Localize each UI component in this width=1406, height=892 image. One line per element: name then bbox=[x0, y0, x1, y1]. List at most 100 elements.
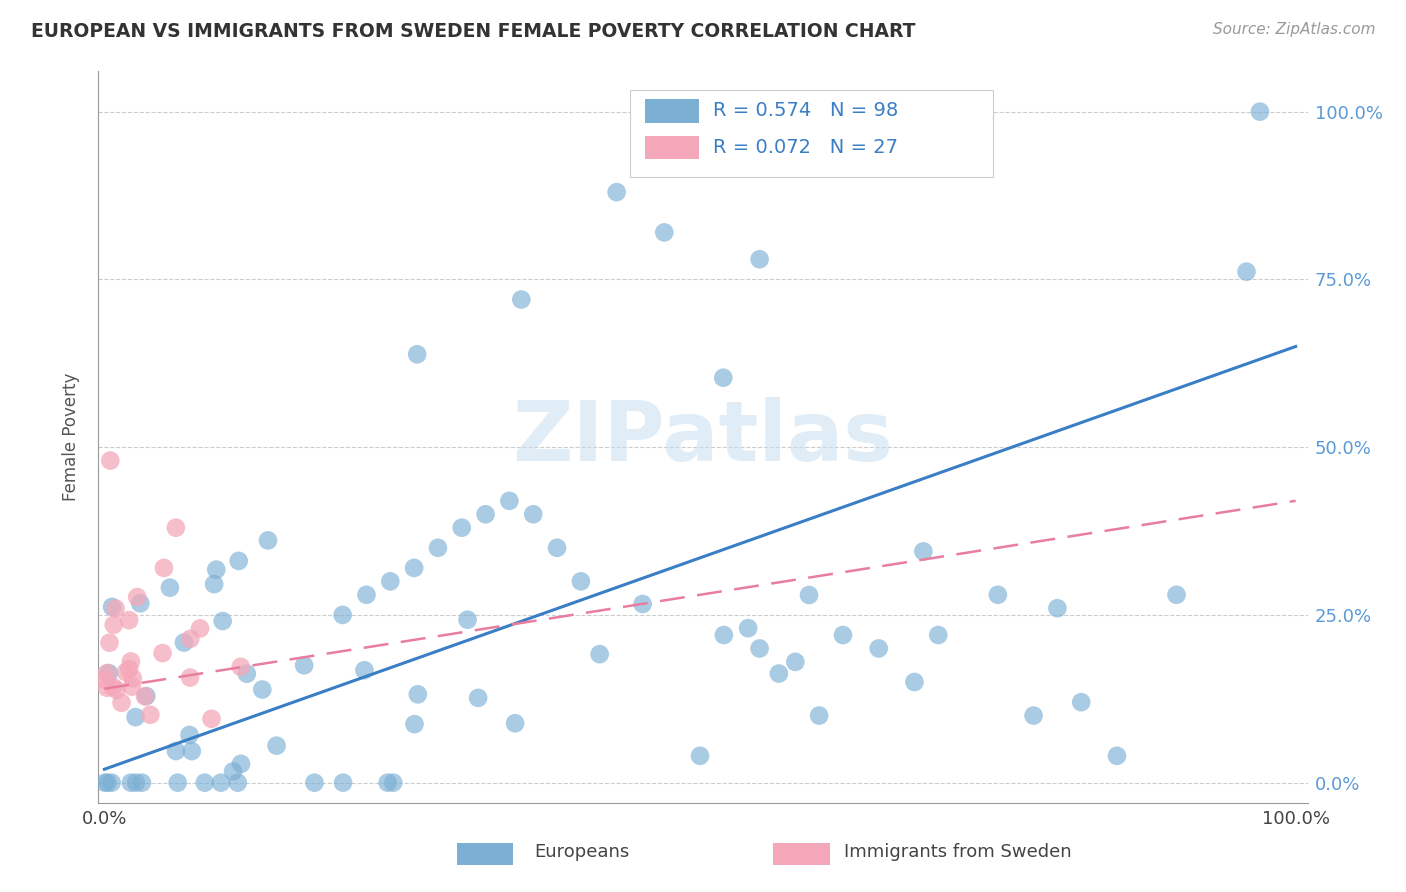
Point bbox=[1236, 265, 1258, 279]
Point bbox=[96, 681, 118, 695]
Point bbox=[808, 708, 831, 723]
Point bbox=[103, 617, 125, 632]
Point bbox=[467, 690, 489, 705]
Point bbox=[124, 710, 146, 724]
Point bbox=[236, 666, 259, 681]
Point bbox=[711, 370, 734, 384]
Point bbox=[406, 347, 429, 361]
FancyBboxPatch shape bbox=[645, 99, 699, 122]
Point bbox=[768, 666, 790, 681]
Point bbox=[202, 577, 225, 591]
Point bbox=[252, 682, 274, 697]
Point bbox=[912, 544, 935, 558]
Point bbox=[474, 508, 496, 522]
Point bbox=[200, 712, 222, 726]
Point bbox=[631, 597, 654, 611]
Point bbox=[104, 601, 127, 615]
Point bbox=[689, 748, 711, 763]
Point bbox=[179, 728, 201, 742]
Point bbox=[748, 252, 770, 267]
Point bbox=[194, 775, 217, 789]
Text: Immigrants from Sweden: Immigrants from Sweden bbox=[844, 843, 1071, 861]
Point bbox=[589, 647, 612, 661]
Point bbox=[125, 775, 148, 789]
Point bbox=[737, 621, 759, 635]
Point bbox=[406, 687, 429, 701]
Point bbox=[96, 666, 118, 681]
Point bbox=[1022, 708, 1045, 723]
FancyBboxPatch shape bbox=[645, 136, 699, 159]
Point bbox=[121, 680, 143, 694]
Point bbox=[1249, 104, 1271, 119]
Point bbox=[1046, 601, 1069, 615]
Point bbox=[120, 775, 142, 789]
Point bbox=[229, 660, 252, 674]
Point bbox=[101, 680, 124, 694]
Point bbox=[450, 521, 472, 535]
Point bbox=[868, 641, 890, 656]
Point bbox=[228, 554, 250, 568]
Point bbox=[785, 655, 807, 669]
Text: ZIPatlas: ZIPatlas bbox=[513, 397, 893, 477]
Point bbox=[987, 588, 1010, 602]
Point bbox=[222, 764, 245, 779]
Point bbox=[101, 599, 124, 614]
Point bbox=[131, 775, 153, 789]
Point bbox=[832, 628, 855, 642]
Point bbox=[457, 613, 479, 627]
Point bbox=[266, 739, 288, 753]
Point bbox=[377, 775, 399, 789]
Point bbox=[165, 744, 187, 758]
Point bbox=[797, 588, 820, 602]
Point bbox=[950, 104, 973, 119]
Point bbox=[115, 665, 138, 679]
Point bbox=[105, 682, 128, 697]
Point bbox=[332, 607, 354, 622]
Point bbox=[356, 588, 378, 602]
Point bbox=[205, 563, 228, 577]
Point bbox=[135, 689, 157, 703]
Point bbox=[173, 635, 195, 649]
Point bbox=[121, 671, 143, 685]
Point bbox=[353, 663, 375, 677]
Point bbox=[165, 521, 187, 535]
Point bbox=[382, 775, 405, 789]
Point bbox=[332, 775, 354, 789]
Point bbox=[118, 662, 141, 676]
Point bbox=[179, 632, 201, 646]
Point bbox=[209, 775, 232, 789]
Point bbox=[304, 775, 326, 789]
Point bbox=[903, 675, 925, 690]
Point bbox=[426, 541, 449, 555]
Point bbox=[1105, 748, 1128, 763]
Point bbox=[229, 756, 252, 771]
Point bbox=[127, 590, 149, 604]
Point bbox=[257, 533, 280, 548]
Text: Europeans: Europeans bbox=[534, 843, 630, 861]
Point bbox=[94, 673, 117, 687]
Point bbox=[153, 561, 176, 575]
Point bbox=[159, 581, 181, 595]
Point bbox=[510, 293, 533, 307]
Text: R = 0.574   N = 98: R = 0.574 N = 98 bbox=[713, 102, 898, 120]
Point bbox=[152, 646, 174, 660]
Point bbox=[927, 628, 949, 642]
Point bbox=[404, 561, 426, 575]
FancyBboxPatch shape bbox=[630, 90, 993, 178]
Point bbox=[498, 493, 520, 508]
Point bbox=[97, 666, 120, 681]
Point bbox=[188, 622, 211, 636]
Point bbox=[120, 654, 142, 668]
Point bbox=[652, 226, 675, 240]
Text: EUROPEAN VS IMMIGRANTS FROM SWEDEN FEMALE POVERTY CORRELATION CHART: EUROPEAN VS IMMIGRANTS FROM SWEDEN FEMAL… bbox=[31, 22, 915, 41]
Point bbox=[94, 775, 117, 789]
Point bbox=[180, 744, 202, 758]
Point bbox=[166, 775, 188, 789]
Text: R = 0.072   N = 27: R = 0.072 N = 27 bbox=[713, 138, 897, 157]
Point bbox=[211, 614, 233, 628]
Point bbox=[606, 185, 628, 199]
Point bbox=[139, 707, 162, 722]
Point bbox=[522, 508, 544, 522]
Point bbox=[1070, 695, 1092, 709]
Point bbox=[404, 717, 426, 731]
